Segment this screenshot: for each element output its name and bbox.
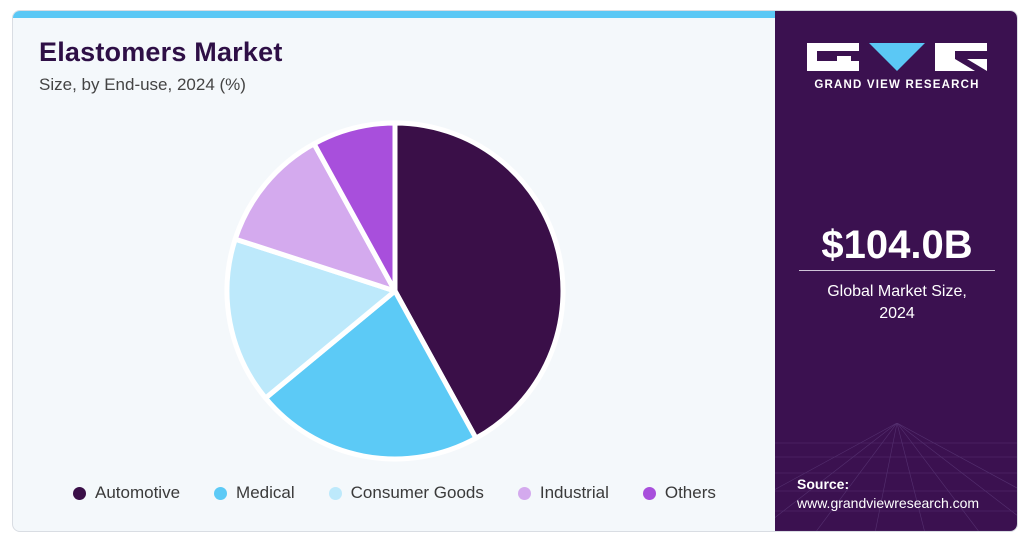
pie-slice-others [311,120,398,294]
legend-swatch [328,486,342,500]
source-label: Source: [797,476,850,492]
pie-slice-automotive [392,120,566,441]
legend-item-automotive: Automotive [73,483,180,503]
chart-legend: Automotive Medical Consumer Goods Industria… [73,483,750,503]
divider [799,270,995,271]
market-value: $104.0B [821,223,973,267]
legend-item-industrial: Industrial [517,483,609,503]
legend-item-consumer-goods: Consumer Goods [328,483,484,503]
chart-card: Elastomers Market Size, by End-use, 2024… [12,10,1018,532]
legend-swatch [214,486,228,500]
pie-chart [224,120,566,462]
legend-swatch [642,486,656,500]
source-link[interactable]: www.grandviewresearch.com [797,495,980,511]
legend-label: Others [664,483,716,502]
info-sidebar: GRAND VIEW RESEARCH $104.0B Global Marke… [775,11,1017,531]
chart-subtitle: Size, by End-use, 2024 (%) [39,75,246,94]
legend-label: Medical [236,483,295,502]
legend-swatch [517,486,531,500]
legend-label: Industrial [539,483,609,502]
pie-slice-industrial [232,141,398,294]
market-label-line2: 2024 [879,305,915,322]
legend-swatch [73,486,86,500]
grand-view-research-logo [807,43,987,71]
pie-slice-medical [263,288,479,462]
grid-decoration [775,423,1017,531]
legend-label: Automotive [95,483,181,502]
legend-label: Consumer Goods [350,483,484,502]
market-label-line1: Global Market Size, [827,283,967,300]
chart-panel: Elastomers Market Size, by End-use, 2024… [13,11,775,531]
accent-bar [13,11,775,18]
market-label: Global Market Size, 2024 [775,281,1017,325]
legend-item-medical: Medical [214,483,295,503]
logo-text: GRAND VIEW RESEARCH [814,79,980,91]
chart-title: Elastomers Market [39,37,283,67]
legend-item-others: Others [642,483,716,503]
